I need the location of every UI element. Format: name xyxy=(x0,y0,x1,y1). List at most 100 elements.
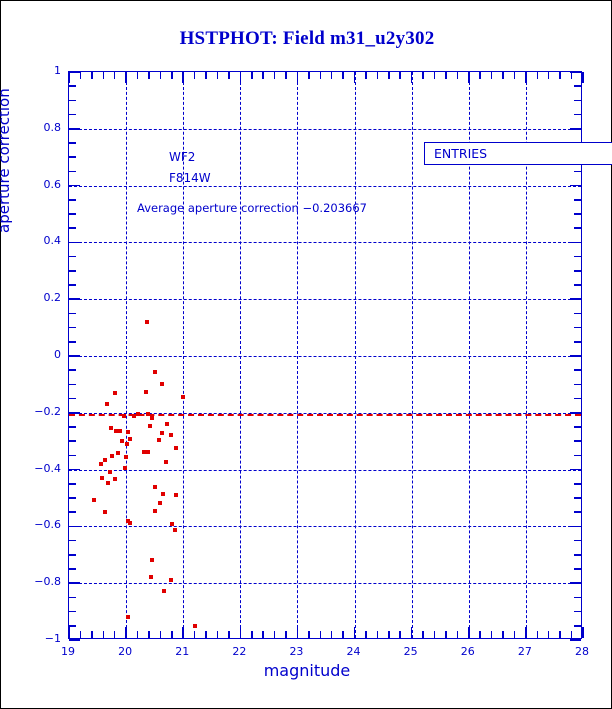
y-tick-major xyxy=(570,128,581,130)
y-tick-minor xyxy=(574,497,581,499)
data-point xyxy=(108,426,113,431)
y-tick-minor xyxy=(69,426,76,428)
x-tick-minor xyxy=(91,72,93,79)
y-tick-minor xyxy=(69,539,76,542)
x-tick-major xyxy=(582,72,584,83)
y-tick-minor xyxy=(574,369,581,371)
y-tick-major xyxy=(69,355,80,357)
gridline-vertical xyxy=(240,72,242,638)
y-tick-minor xyxy=(574,113,581,116)
x-tick-minor xyxy=(285,72,287,79)
x-tick-minor xyxy=(388,631,390,638)
chip-label: WF2 xyxy=(169,150,196,164)
gridline-horizontal xyxy=(69,356,581,357)
x-tick-minor xyxy=(205,631,207,638)
y-tick-label: −0.8 xyxy=(34,575,61,589)
x-tick-minor xyxy=(193,631,196,638)
data-point xyxy=(160,431,165,436)
data-point xyxy=(100,475,105,480)
x-tick-major xyxy=(582,627,584,638)
x-tick-minor xyxy=(513,72,516,79)
gridline-horizontal xyxy=(69,469,581,471)
x-tick-minor xyxy=(159,631,162,638)
x-tick-minor xyxy=(376,631,379,638)
x-tick-label: 26 xyxy=(460,645,475,658)
gridline-vertical xyxy=(411,72,413,638)
y-axis-title: aperture correction xyxy=(0,88,13,233)
x-tick-label: 28 xyxy=(575,645,589,658)
x-tick-minor xyxy=(262,631,264,638)
data-point xyxy=(114,428,119,433)
x-tick-label: 20 xyxy=(118,645,133,658)
y-tick-minor xyxy=(69,199,76,201)
y-tick-minor xyxy=(69,497,76,499)
x-tick-minor xyxy=(79,631,82,638)
x-tick-minor xyxy=(113,631,116,638)
y-tick-major xyxy=(69,298,80,300)
plot-area: ENTRIES 56 WF2 F814W Average aperture co… xyxy=(68,71,612,641)
data-point xyxy=(159,381,164,386)
gridline-vertical xyxy=(468,72,470,638)
x-tick-minor xyxy=(342,72,344,79)
x-tick-minor xyxy=(490,72,493,79)
x-tick-minor xyxy=(445,72,447,79)
y-tick-major xyxy=(69,184,80,187)
x-tick-minor xyxy=(91,631,93,638)
x-tick-major xyxy=(239,72,242,83)
y-tick-minor xyxy=(69,170,76,173)
x-tick-minor xyxy=(205,72,207,79)
data-point xyxy=(161,589,166,594)
x-tick-major xyxy=(68,627,70,638)
entries-label: ENTRIES xyxy=(434,146,488,161)
x-tick-minor xyxy=(216,631,219,638)
x-tick-major xyxy=(68,72,70,83)
x-tick-minor xyxy=(319,631,322,638)
entries-box: ENTRIES 56 xyxy=(424,142,612,165)
y-tick-major xyxy=(570,241,581,244)
x-tick-minor xyxy=(570,631,573,638)
data-point xyxy=(92,498,97,503)
y-tick-minor xyxy=(69,227,76,229)
y-tick-minor xyxy=(574,170,581,173)
y-tick-label: −0.4 xyxy=(34,461,61,475)
x-tick-minor xyxy=(376,72,379,79)
data-point xyxy=(118,428,123,433)
x-tick-major xyxy=(296,72,299,83)
x-tick-minor xyxy=(422,72,424,79)
filter-label: F814W xyxy=(169,171,211,185)
data-point xyxy=(169,522,174,527)
x-tick-minor xyxy=(433,72,436,79)
y-tick-minor xyxy=(69,383,76,386)
y-tick-major xyxy=(570,412,581,414)
y-tick-label: 0 xyxy=(54,348,61,361)
y-tick-major xyxy=(69,241,80,244)
data-point xyxy=(145,449,150,454)
x-tick-minor xyxy=(171,72,173,79)
y-tick-major xyxy=(570,71,581,73)
x-tick-minor xyxy=(456,72,459,79)
data-point xyxy=(149,574,154,579)
x-tick-minor xyxy=(193,72,196,79)
y-tick-minor xyxy=(574,326,581,329)
y-tick-minor xyxy=(69,511,76,513)
y-tick-minor xyxy=(574,199,581,201)
y-tick-minor xyxy=(69,213,76,215)
y-tick-minor xyxy=(574,568,581,570)
gridline-vertical xyxy=(297,72,299,638)
data-point xyxy=(112,476,117,481)
x-tick-minor xyxy=(273,72,276,79)
x-tick-minor xyxy=(79,72,82,79)
x-tick-minor xyxy=(502,72,504,79)
data-point xyxy=(120,439,125,444)
x-tick-minor xyxy=(559,72,561,79)
y-tick-major xyxy=(69,468,80,471)
gridline-vertical xyxy=(126,72,128,638)
data-point xyxy=(146,411,151,416)
y-tick-label: −0.6 xyxy=(34,518,61,532)
x-tick-major xyxy=(296,627,299,638)
gridline-horizontal xyxy=(69,299,581,301)
x-tick-minor xyxy=(330,72,333,79)
y-tick-minor xyxy=(574,99,581,102)
x-tick-minor xyxy=(456,631,459,638)
x-tick-minor xyxy=(559,631,561,638)
